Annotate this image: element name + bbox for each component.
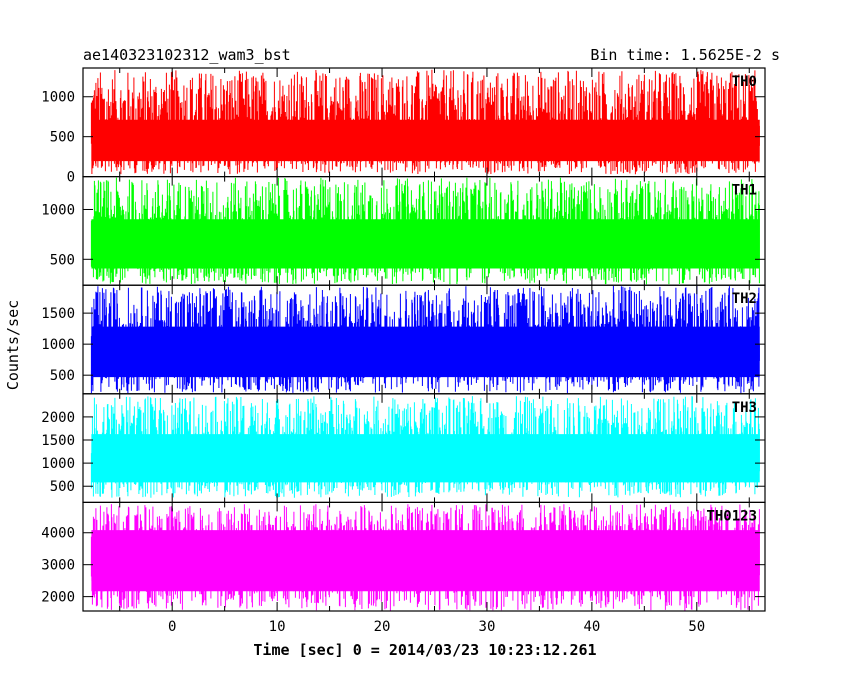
chart-title: ae140323102312_wam3_bst: [83, 46, 291, 64]
panel-th0123: 2000 3000 4000 TH0123: [41, 501, 766, 612]
y-tick-label: 1000: [41, 456, 75, 472]
y-tick-label: 1500: [41, 306, 75, 322]
x-tick-label: 30: [479, 619, 496, 635]
series-trace-th0: [90, 69, 760, 175]
y-tick-label: 500: [50, 368, 75, 384]
series-label: TH0123: [706, 508, 757, 524]
x-tick-label: 40: [583, 619, 600, 635]
y-tick-label: 1000: [41, 202, 75, 218]
panel-th2: 500 1000 1500 TH2: [41, 284, 766, 395]
y-tick-label: 1500: [41, 433, 75, 449]
y-tick-label: 1000: [41, 90, 75, 106]
x-tick-label: 0: [168, 619, 176, 635]
y-axis-label: Counts/sec: [4, 300, 22, 390]
y-tick-label: 2000: [41, 410, 75, 426]
panel-th0: 0 500 1000 TH0: [41, 67, 766, 186]
series-label: TH1: [732, 183, 757, 199]
y-tick-label: 500: [50, 130, 75, 146]
y-tick-label: 500: [50, 479, 75, 495]
y-tick-label: 0: [67, 170, 75, 186]
y-tick-label: 1000: [41, 337, 75, 353]
y-tick-label: 4000: [41, 526, 75, 542]
x-tick-label: 50: [688, 619, 705, 635]
panels: 05001000TH05001000TH150010001500TH250010…: [41, 67, 766, 635]
series-trace-th2: [90, 285, 760, 394]
y-tick-label: 3000: [41, 558, 75, 574]
x-tick-label: 10: [269, 619, 286, 635]
panel-th1: 500 1000 TH1: [41, 176, 766, 286]
series-trace-th1: [90, 177, 760, 285]
series-label: TH3: [732, 400, 757, 416]
panel-frame: [82, 501, 766, 612]
bin-time-label: Bin time: 1.5625E-2 s: [590, 46, 780, 64]
x-tick-label: 20: [374, 619, 391, 635]
series-label: TH2: [732, 291, 757, 307]
x-axis-label: Time [sec] 0 = 2014/03/23 10:23:12.261: [253, 641, 596, 659]
series-trace-th3: [90, 396, 760, 498]
series-trace-th0123: [90, 504, 760, 611]
panel-th3: 500 1000 1500 2000 TH3: [41, 393, 766, 503]
y-tick-label: 2000: [41, 590, 75, 606]
y-tick-label: 500: [50, 252, 75, 268]
series-label: TH0: [732, 74, 757, 90]
